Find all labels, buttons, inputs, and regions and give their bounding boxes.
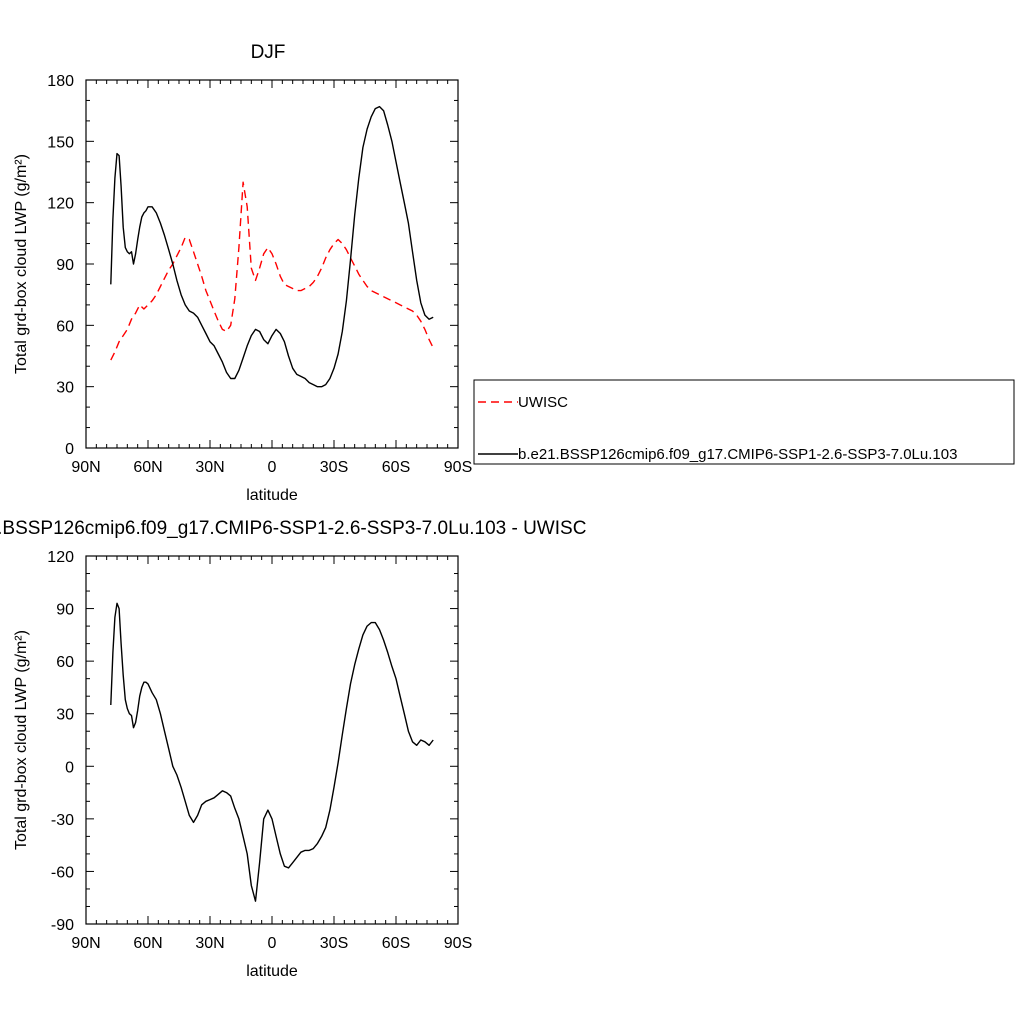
- legend-label-0: UWISC: [518, 394, 568, 411]
- y-tick-label: 0: [65, 759, 74, 776]
- legend: UWISC b.e21.BSSP126cmip6.f09_g17.CMIP6-SS…: [473, 379, 1015, 465]
- y-tick-label: 120: [47, 549, 74, 566]
- y-tick-label: 150: [47, 134, 74, 151]
- x-tick-label: 30N: [195, 459, 224, 476]
- x-tick-label: 0: [268, 459, 277, 476]
- y-axis-label: Total grd-box cloud LWP (g/m²): [13, 154, 30, 374]
- x-tick-label: 0: [268, 935, 277, 952]
- x-tick-label: 60N: [133, 459, 162, 476]
- x-tick-label: 60S: [382, 459, 410, 476]
- plot-frame: [85, 79, 459, 449]
- y-tick-label: 30: [56, 707, 74, 724]
- x-tick-label: 30N: [195, 935, 224, 952]
- x-tick-label: 90N: [71, 935, 100, 952]
- x-tick-label: 90S: [444, 459, 472, 476]
- y-tick-label: 30: [56, 380, 74, 397]
- y-tick-label: 0: [65, 441, 74, 458]
- y-tick-label: 60: [56, 654, 74, 671]
- chart-title: b.e21.BSSP126cmip6.f09_g17.CMIP6-SSP1-2.…: [0, 518, 586, 539]
- x-tick-label: 30S: [320, 935, 348, 952]
- y-tick-label: 120: [47, 196, 74, 213]
- x-tick-label: 90S: [444, 935, 472, 952]
- x-tick-label: 60S: [382, 935, 410, 952]
- y-tick-label: -90: [51, 917, 74, 934]
- x-tick-label: 30S: [320, 459, 348, 476]
- y-tick-label: -30: [51, 812, 74, 829]
- plot-frame: [85, 555, 459, 925]
- y-tick-label: 180: [47, 73, 74, 90]
- legend-box: [473, 379, 1015, 465]
- x-tick-label: 90N: [71, 459, 100, 476]
- y-tick-label: 60: [56, 318, 74, 335]
- y-tick-label: 90: [56, 257, 74, 274]
- panel-top: 90N 60N 30N 0 30S 60S 90S 0 30 60 90 120 150 180 latit…: [13, 42, 1015, 504]
- chart-title: DJF: [251, 42, 286, 63]
- x-tick-label: 60N: [133, 935, 162, 952]
- panel-bottom: 90N 60N 30N 0 30S 60S 90S -90 -60 -30 0 30 60 90 120 la…: [0, 518, 586, 980]
- series-line-0: [110, 181, 434, 361]
- y-axis-label: Total grd-box cloud LWP (g/m²): [13, 630, 30, 850]
- legend-label-1: b.e21.BSSP126cmip6.f09_g17.CMIP6-SSP1-2.…: [518, 446, 957, 463]
- series-line-1: [110, 105, 434, 388]
- y-tick-label: 90: [56, 602, 74, 619]
- x-axis-label: latitude: [246, 487, 298, 504]
- series-line-0: [110, 602, 434, 902]
- x-axis-label: latitude: [246, 963, 298, 980]
- y-tick-label: -60: [51, 864, 74, 881]
